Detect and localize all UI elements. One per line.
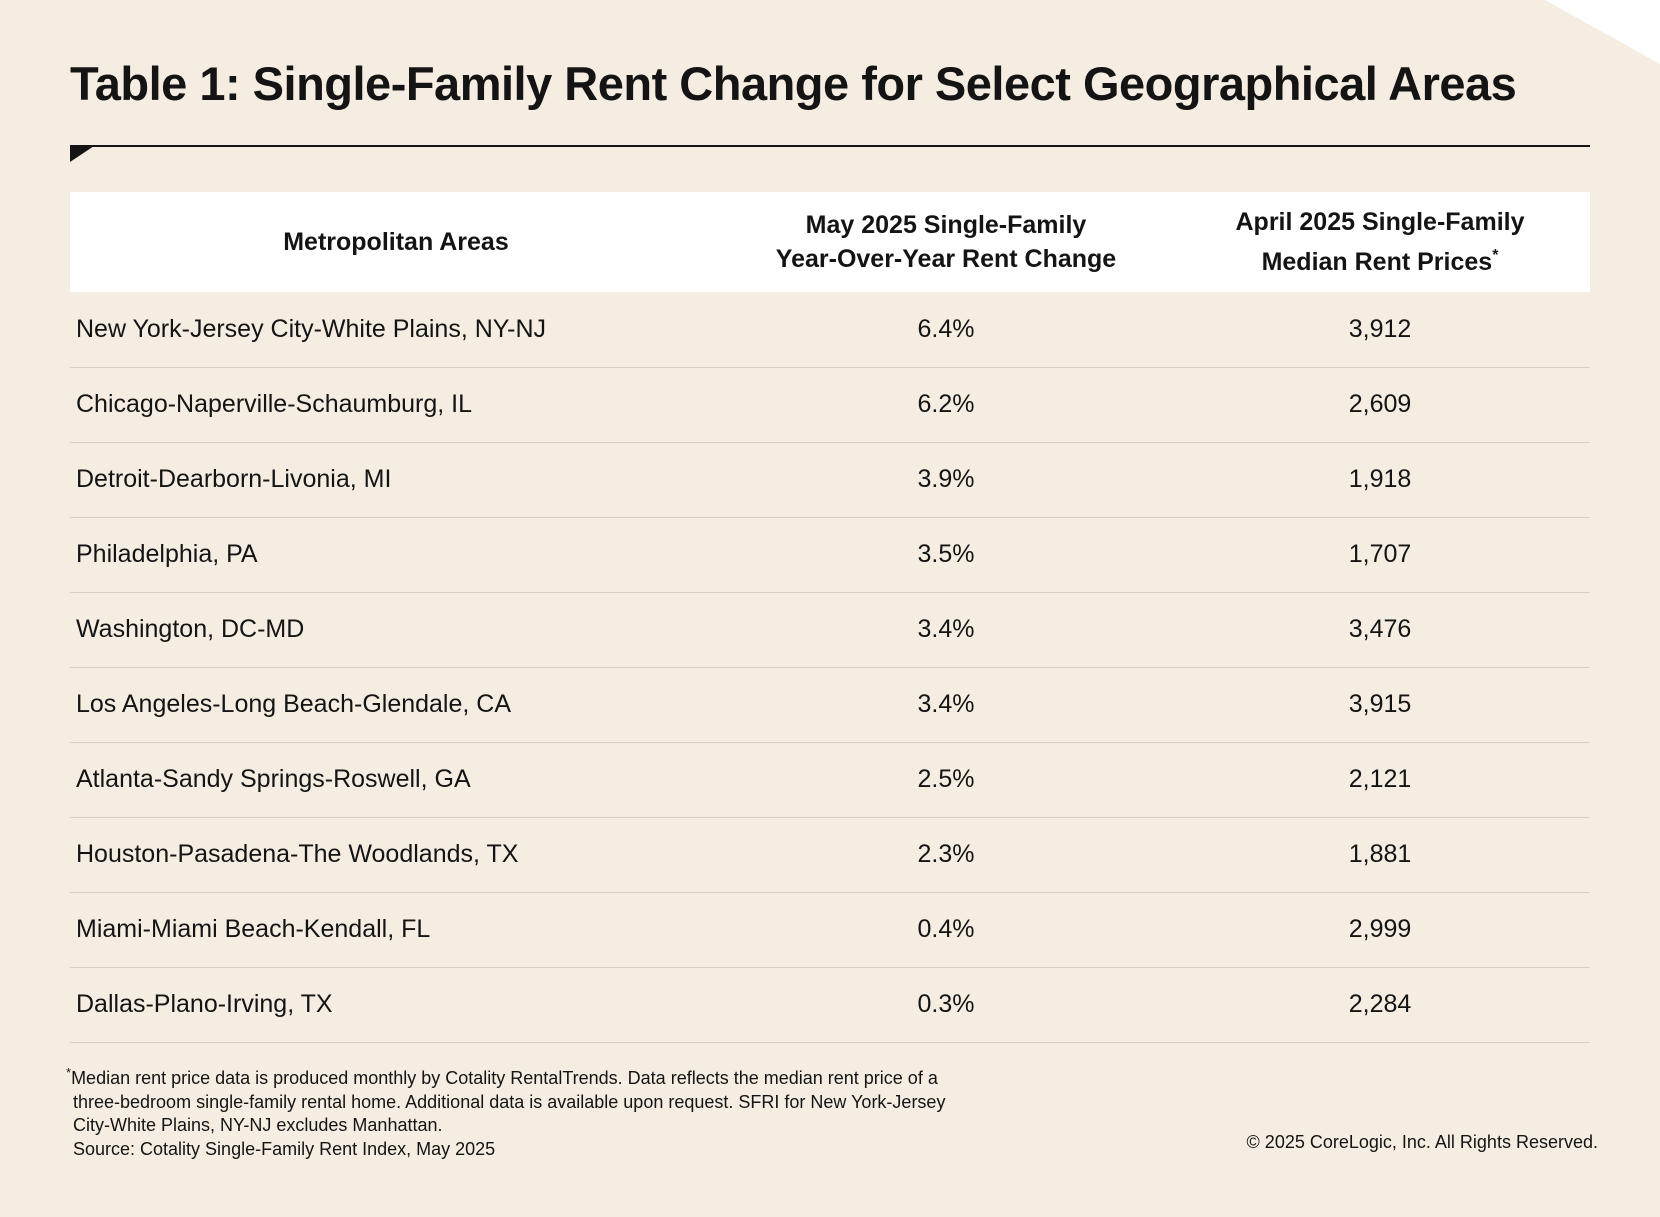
median-rent-cell: 2,609 bbox=[1348, 390, 1412, 418]
table-header: Metropolitan Areas May 2025 Single-Famil… bbox=[70, 192, 1590, 292]
table-row: Detroit-Dearborn-Livonia, MI 3.9% 1,918 bbox=[70, 442, 1590, 517]
footnote-marker: * bbox=[1492, 247, 1499, 264]
median-rent-cell: 1,881 bbox=[1348, 840, 1412, 868]
table-row: Chicago-Naperville-Schaumburg, IL 6.2% 2,6… bbox=[70, 367, 1590, 442]
median-rent-cell: 1,707 bbox=[1348, 540, 1412, 568]
footnote-line: City-White Plains, NY-NJ excludes Manhat… bbox=[73, 1115, 443, 1135]
rent-change-cell: 0.4% bbox=[917, 915, 975, 943]
header-rent-change: May 2025 Single-Family Year-Over-Year Re… bbox=[722, 192, 1170, 292]
table-row: Washington, DC-MD 3.4% 3,476 bbox=[70, 592, 1590, 667]
rent-change-cell: 6.2% bbox=[917, 390, 975, 418]
title-divider bbox=[70, 145, 1590, 147]
table-row: Dallas-Plano-Irving, TX 0.3% 2,284 bbox=[70, 967, 1590, 1042]
footnote-marker: * bbox=[66, 1065, 72, 1080]
rent-change-table: Metropolitan Areas May 2025 Single-Famil… bbox=[70, 192, 1590, 1043]
divider-triangle-marker bbox=[70, 146, 94, 162]
area-cell: Los Angeles-Long Beach-Glendale, CA bbox=[76, 690, 512, 718]
header-metropolitan-areas: Metropolitan Areas bbox=[70, 192, 722, 292]
area-cell: Miami-Miami Beach-Kendall, FL bbox=[76, 915, 431, 943]
median-rent-cell: 2,121 bbox=[1348, 765, 1412, 793]
median-rent-cell: 3,915 bbox=[1348, 690, 1412, 718]
area-cell: Philadelphia, PA bbox=[76, 540, 258, 568]
table-body: New York-Jersey City-White Plains, NY-NJ… bbox=[70, 292, 1590, 1042]
area-cell: Washington, DC-MD bbox=[76, 615, 305, 643]
footnote: *Median rent price data is produced mont… bbox=[66, 1061, 1006, 1161]
median-rent-cell: 2,999 bbox=[1348, 915, 1412, 943]
footnote-text: Median rent price data is produced month… bbox=[71, 1068, 938, 1088]
rent-change-cell: 3.4% bbox=[917, 615, 975, 643]
copyright-notice: © 2025 CoreLogic, Inc. All Rights Reserv… bbox=[1246, 1132, 1598, 1152]
rent-change-cell: 3.9% bbox=[917, 465, 975, 493]
area-cell: New York-Jersey City-White Plains, NY-NJ bbox=[76, 314, 547, 343]
corner-flap-decoration bbox=[1545, 0, 1660, 64]
rent-change-cell: 6.4% bbox=[917, 314, 975, 343]
rent-change-cell: 0.3% bbox=[917, 990, 975, 1018]
source-line: Source: Cotality Single-Family Rent Inde… bbox=[73, 1138, 496, 1159]
header-line: Metropolitan Areas bbox=[283, 228, 509, 256]
header-row: Metropolitan Areas May 2025 Single-Famil… bbox=[70, 192, 1590, 292]
area-cell: Atlanta-Sandy Springs-Roswell, GA bbox=[76, 765, 471, 793]
area-cell: Chicago-Naperville-Schaumburg, IL bbox=[76, 390, 473, 418]
table-row: Miami-Miami Beach-Kendall, FL 0.4% 2,999 bbox=[70, 892, 1590, 967]
footnote-line: *Median rent price data is produced mont… bbox=[66, 1061, 1006, 1091]
header-median-rent: April 2025 Single-Family Median Rent Pri… bbox=[1170, 192, 1590, 292]
rent-change-cell: 3.5% bbox=[917, 540, 975, 568]
rent-change-cell: 3.4% bbox=[917, 690, 975, 718]
area-cell: Dallas-Plano-Irving, TX bbox=[76, 990, 333, 1018]
header-line: April 2025 Single-Family bbox=[1235, 208, 1525, 236]
table-row: Philadelphia, PA 3.5% 1,707 bbox=[70, 517, 1590, 592]
header-line-with-marker: Median Rent Prices* bbox=[1170, 239, 1590, 279]
header-line-text: Median Rent Prices bbox=[1261, 248, 1493, 276]
median-rent-cell: 2,284 bbox=[1348, 990, 1412, 1018]
table-row: Houston-Pasadena-The Woodlands, TX 2.3% 1,… bbox=[70, 817, 1590, 892]
median-rent-cell: 3,476 bbox=[1348, 615, 1412, 643]
page-title: Table 1: Single-Family Rent Change for S… bbox=[70, 57, 1517, 110]
rent-change-cell: 2.3% bbox=[917, 840, 975, 868]
table-row: Los Angeles-Long Beach-Glendale, CA 3.4% 3… bbox=[70, 667, 1590, 742]
table-row: New York-Jersey City-White Plains, NY-NJ… bbox=[70, 292, 1590, 367]
header-line: May 2025 Single-Family bbox=[805, 211, 1087, 239]
footnote-line: three-bedroom single-family rental home.… bbox=[73, 1091, 946, 1112]
table-row: Atlanta-Sandy Springs-Roswell, GA 2.5% 2,1… bbox=[70, 742, 1590, 817]
median-rent-cell: 1,918 bbox=[1348, 465, 1412, 493]
header-line: Year-Over-Year Rent Change bbox=[775, 245, 1117, 273]
median-rent-cell: 3,912 bbox=[1348, 314, 1412, 343]
area-cell: Houston-Pasadena-The Woodlands, TX bbox=[76, 840, 519, 868]
area-cell: Detroit-Dearborn-Livonia, MI bbox=[76, 465, 392, 493]
rent-change-cell: 2.5% bbox=[917, 765, 975, 793]
